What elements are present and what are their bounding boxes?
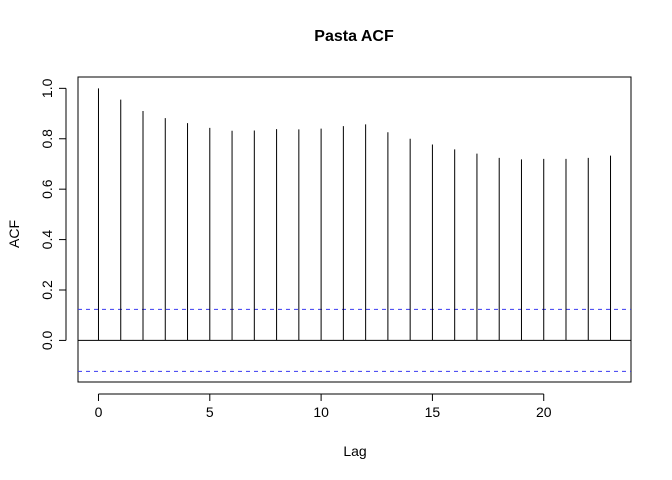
- x-tick-label: 20: [536, 404, 552, 420]
- y-tick-label: 0.4: [39, 230, 55, 250]
- x-tick-label: 0: [95, 404, 103, 420]
- y-tick-label: 0.2: [39, 280, 55, 300]
- y-tick-label: 1.0: [39, 78, 55, 98]
- chart-title: Pasta ACF: [314, 28, 394, 45]
- x-tick-label: 10: [313, 404, 329, 420]
- y-axis: 0.0 0.2 0.4 0.6 0.8 1.0: [39, 78, 67, 350]
- y-tick-label: 0.0: [39, 330, 55, 350]
- x-tick-label: 5: [206, 404, 214, 420]
- x-axis-label: Lag: [343, 443, 366, 459]
- y-axis-label: ACF: [6, 220, 22, 248]
- y-tick-label: 0.8: [39, 129, 55, 149]
- y-tick-label: 0.6: [39, 179, 55, 199]
- acf-bars: [97, 88, 612, 341]
- x-tick-label: 15: [425, 404, 441, 420]
- plot-frame: [77, 76, 632, 383]
- x-axis: 0 5 10 15 20: [95, 393, 552, 420]
